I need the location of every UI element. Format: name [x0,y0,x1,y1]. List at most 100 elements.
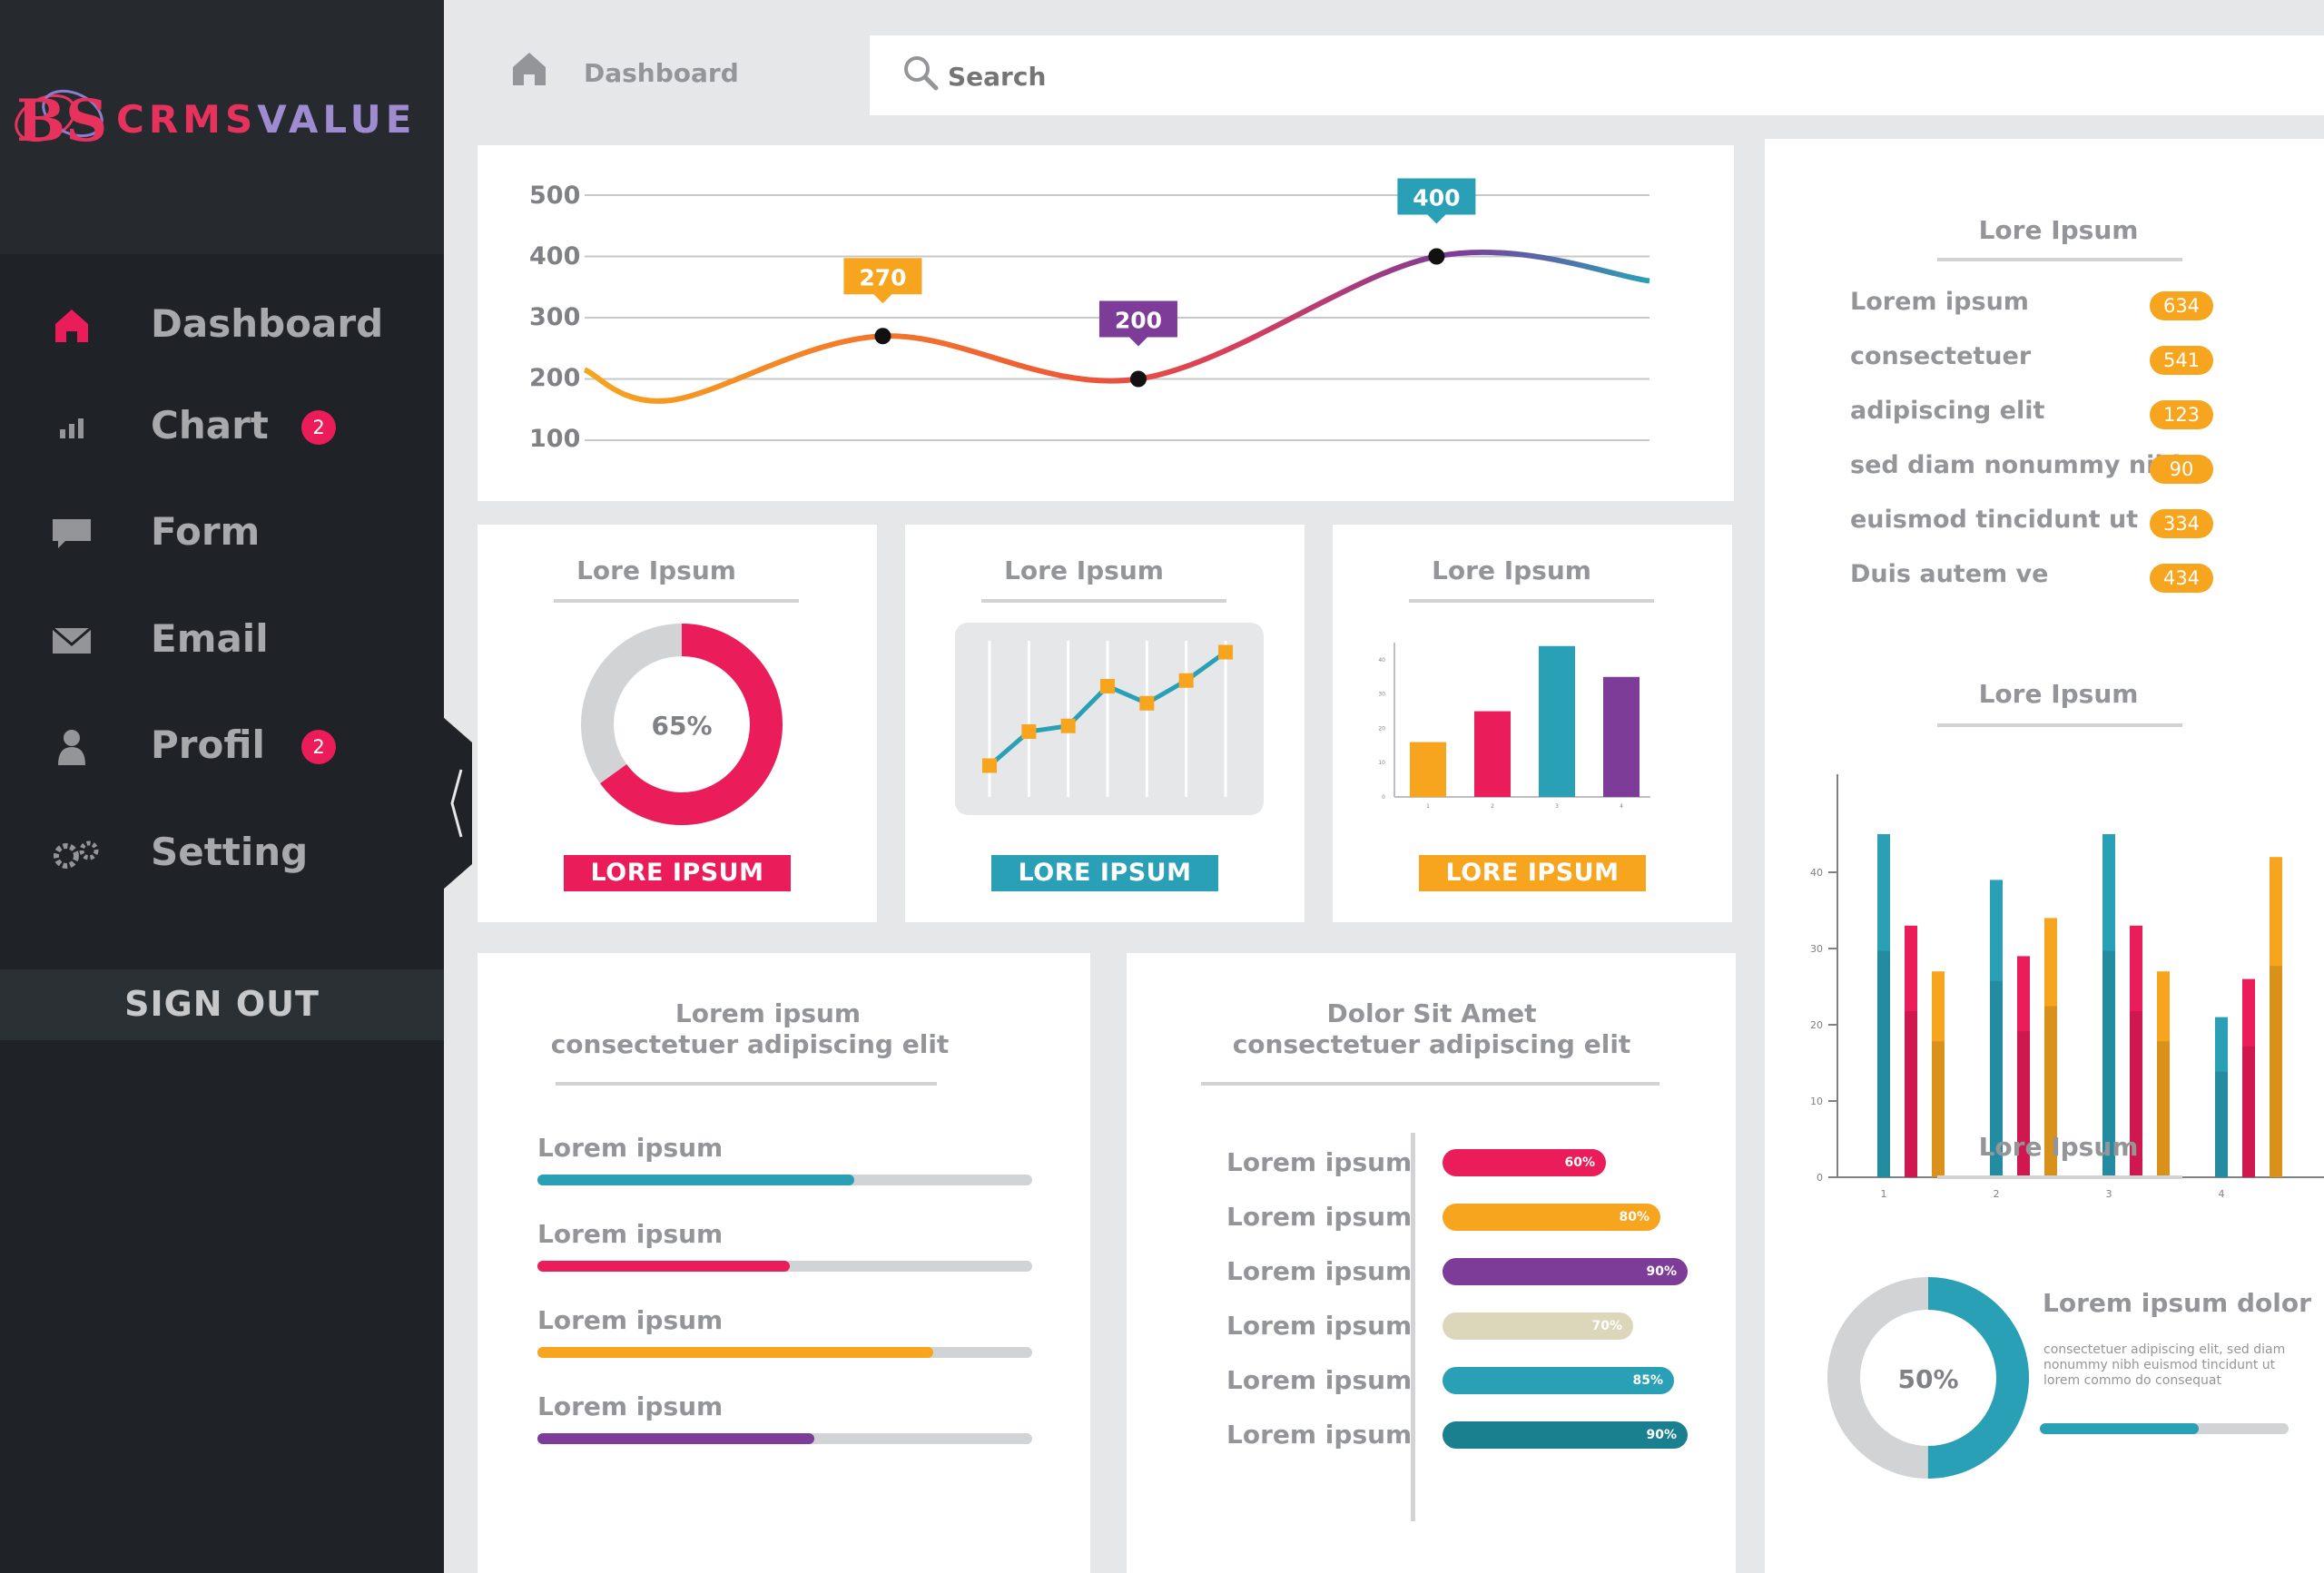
y-tick-label: 20 [1810,1019,1823,1031]
percent-bar: 90% [1443,1258,1688,1285]
bar-shade [2270,966,2282,1177]
progress-fill [537,1261,790,1272]
progress-label: Lorem ipsum [537,1305,724,1335]
sidebar-item-setting[interactable]: Setting [0,817,444,890]
title-divider [1937,723,2182,727]
bar-label: Lorem ipsum [1226,1420,1413,1450]
progress-fill [537,1433,815,1444]
sidebar-item-profil[interactable]: Profil 2 [0,710,444,782]
bar-shade [2242,1046,2255,1177]
y-tick-label: 40 [1378,657,1385,664]
home-icon [55,310,88,342]
y-tick-label: 500 [529,182,581,210]
donut-card: Lore Ipsum 65% LORE IPSUM [478,525,877,922]
sidebar-item-label: Dashboard [151,301,384,346]
bar-shade [2130,1011,2142,1177]
sidebar-item-dashboard[interactable]: Dashboard [0,289,444,361]
mini-bar-card: Lore Ipsum 0 10 20 30 40 1 2 3 4 LORE IPSUM [1333,525,1732,922]
bar [1539,645,1575,797]
donut-heading: Lorem ipsum dolor [2043,1288,2311,1318]
chat-bubble-icon [53,519,91,548]
bar [1474,711,1511,797]
sidebar-collapse-handle[interactable] [443,717,472,890]
data-point [1129,370,1147,388]
y-tick-label: 200 [529,364,581,392]
bar [1410,742,1446,797]
donut-description: consectetuer adipiscing elit, sed diam n… [2043,1342,2286,1388]
y-tick-label: 0 [1817,1172,1823,1184]
stat-row[interactable]: Lorem ipsum 634 [1850,288,2250,324]
user-icon [58,730,85,765]
bar-axis [1411,1133,1415,1521]
bar [2102,834,2115,1177]
series-line [583,249,1650,404]
stat-label: sed diam nonummy nibh [1850,451,2190,479]
title-divider [1409,599,1654,603]
search-icon[interactable] [902,54,939,91]
stat-value-badge: 334 [2150,509,2213,538]
bar-shade [1905,1011,1917,1177]
bar-chart-icon [60,418,84,438]
lore-ipsum-button[interactable]: LORE IPSUM [991,855,1218,891]
mini-bar-chart: 0 10 20 30 40 1 2 3 4 [1378,643,1650,810]
bar-label: Lorem ipsum [1226,1202,1413,1232]
bar [1877,834,1890,1177]
title-divider [556,1082,937,1086]
sidebar-item-form[interactable]: Form [0,496,444,569]
bar [1603,676,1640,797]
stat-label: Duis autem ve [1850,560,2049,588]
donut-slice [581,624,783,825]
logo-area: BS CRMSVALUE [0,0,444,254]
stat-row[interactable]: consectetuer 541 [1850,342,2250,379]
sidebar-item-label: Email [151,616,269,661]
y-tick-label: 400 [529,242,581,270]
data-point [1428,248,1445,265]
sidebar-item-email[interactable]: Email [0,604,444,676]
percent-bar: 60% [1443,1149,1606,1176]
bar-shade [2157,1041,2170,1177]
stat-label: consectetuer [1850,342,2032,370]
card-title-line1: Dolor Sit Amet [1326,998,1537,1028]
stat-row[interactable]: Duis autem ve 434 [1850,560,2250,596]
bar-label: Lorem ipsum [1226,1311,1413,1341]
bar [1905,925,1917,1177]
progress-label: Lorem ipsum [537,1219,724,1249]
home-icon[interactable] [510,49,548,87]
value-callout [1397,178,1476,224]
bar-shade [2102,950,2115,1177]
y-tick-label: 10 [1810,1096,1823,1107]
bar [2044,918,2057,1177]
stat-row[interactable]: adipiscing elit 123 [1850,397,2250,433]
percent-bar: 70% [1443,1312,1633,1340]
value-callout [1098,300,1177,347]
y-tick-label: 100 [529,425,581,453]
bar-shade [2017,1031,2030,1177]
sign-out-label: SIGN OUT [124,984,320,1024]
card-title-line2: consectetuer adipiscing elit [550,1029,950,1059]
bar-label: Lorem ipsum [1226,1256,1413,1286]
sidebar-item-chart[interactable]: Chart 2 [0,390,444,463]
breadcrumb[interactable]: Dashboard [584,58,739,88]
data-point [1021,724,1037,739]
x-tick-label: 3 [2106,1188,2112,1200]
y-tick-label: 10 [1378,760,1385,766]
bar-shade [2044,1006,2057,1177]
sign-out-button[interactable]: SIGN OUT [0,969,444,1040]
y-tick-label: 40 [1810,867,1823,879]
stat-value-badge: 434 [2150,564,2213,593]
lore-ipsum-button[interactable]: LORE IPSUM [1419,855,1646,891]
bar [2242,978,2255,1177]
stat-row[interactable]: euismod tincidunt ut 334 [1850,506,2250,542]
lore-ipsum-button[interactable]: LORE IPSUM [564,855,791,891]
progress-fill [537,1347,933,1358]
stat-value-badge: 541 [2150,346,2213,375]
progress-track [537,1347,1032,1358]
x-tick-label: 4 [2219,1188,2225,1200]
donut-chart: 50% [1827,1277,2029,1479]
grouped-bar-chart: 0 10 20 30 40 1 2 3 4 [1810,774,2324,1200]
notification-badge: 2 [301,730,336,764]
x-tick-label: 2 [1491,803,1494,810]
donut-center-label: 65% [651,711,712,741]
search-input[interactable] [948,62,1492,92]
stat-row[interactable]: sed diam nonummy nibh 90 [1850,451,2250,487]
